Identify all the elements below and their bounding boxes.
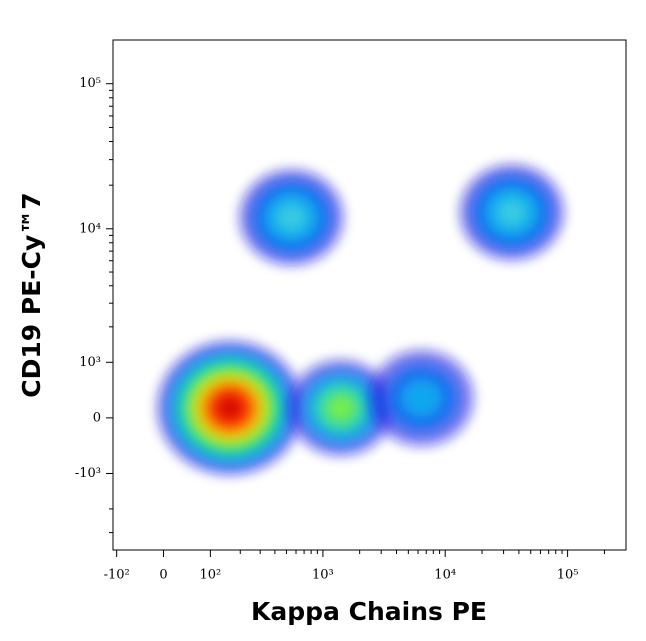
y-tick-label: 0 bbox=[93, 410, 101, 425]
x-tick-label: 10³ bbox=[312, 568, 334, 583]
y-tick-label: 10⁴ bbox=[79, 221, 101, 236]
density-level bbox=[325, 393, 357, 423]
x-tick-label: 10⁴ bbox=[434, 568, 456, 583]
density-level bbox=[275, 202, 308, 232]
x-tick-label: 0 bbox=[159, 568, 167, 583]
y-tick-label: 10⁵ bbox=[79, 76, 101, 91]
y-axis-label: CD19 PE-Cy™7 bbox=[17, 192, 46, 397]
x-tick-label: -10² bbox=[104, 568, 130, 583]
x-axis-label: Kappa Chains PE bbox=[251, 597, 487, 626]
density-level bbox=[400, 379, 442, 417]
y-tick-label: 10³ bbox=[79, 355, 101, 370]
plot-frame bbox=[112, 39, 627, 551]
plot-area bbox=[157, 164, 564, 476]
density-level bbox=[216, 395, 243, 420]
x-tick-label: 10⁵ bbox=[557, 568, 579, 583]
x-tick-label: 10² bbox=[199, 568, 221, 583]
y-tick-label: -10³ bbox=[75, 466, 101, 481]
density-level bbox=[496, 197, 528, 227]
